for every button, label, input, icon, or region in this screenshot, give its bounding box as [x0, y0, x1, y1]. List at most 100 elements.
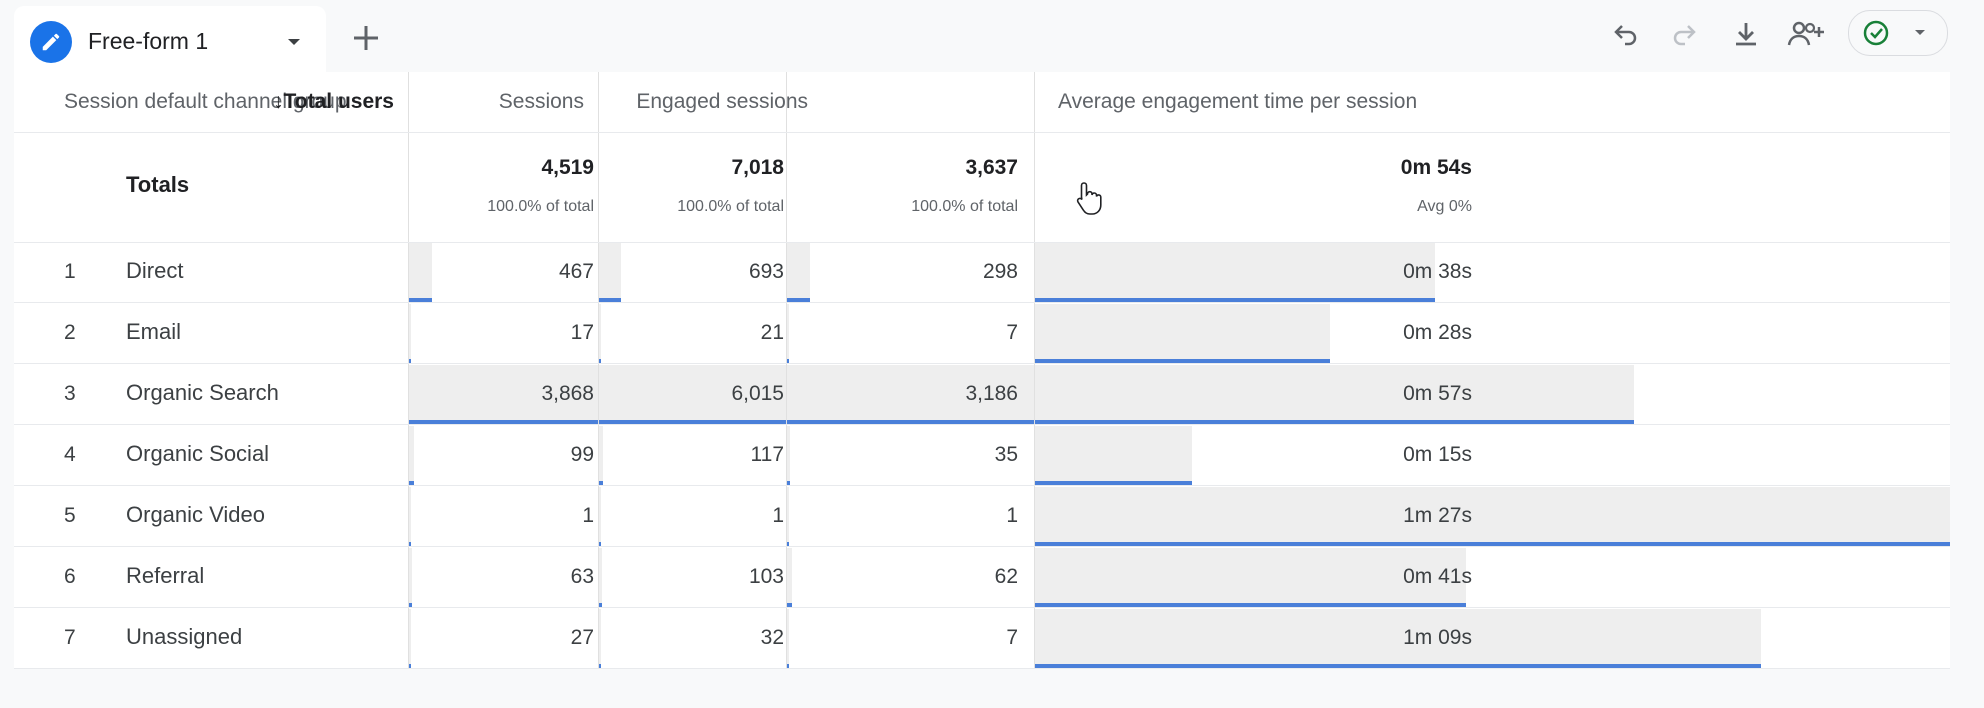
engaged-bar-fill: [787, 426, 790, 481]
row-index: 7: [64, 626, 76, 649]
avgtime-bar-line: [1035, 481, 1192, 485]
engaged-bar-line: [787, 298, 810, 302]
status-check-dropdown[interactable]: [1848, 10, 1948, 56]
table-row[interactable]: 1 Direct 467 693 298 0m 38s: [14, 242, 1950, 303]
engaged-bar-line: [787, 359, 789, 363]
users-bar-line: [409, 664, 411, 668]
engaged-bar-fill: [787, 548, 792, 603]
free-form-table: Session default channel group ↓Total use…: [14, 72, 1950, 669]
cell-avgtime: 0m 57s: [1403, 382, 1472, 405]
tab-caret-down-icon[interactable]: [284, 32, 304, 57]
row-channel-name[interactable]: Unassigned: [126, 624, 243, 649]
cell-users: 27: [570, 626, 594, 649]
row-channel-name[interactable]: Referral: [126, 563, 205, 588]
table-row[interactable]: 3 Organic Search 3,868 6,015 3,186 0m 57s: [14, 364, 1950, 425]
pencil-icon[interactable]: [30, 21, 72, 63]
sessions-bar-fill: [599, 426, 603, 481]
cell-engaged: 62: [994, 565, 1018, 588]
avgtime-bar-fill: [1035, 548, 1466, 603]
cell-avgtime: 1m 09s: [1403, 626, 1472, 649]
users-bar-fill: [409, 487, 411, 542]
avgtime-bar-line: [1035, 359, 1330, 363]
report-tab-bar: Free-form 1: [0, 0, 1984, 72]
engaged-bar-fill: [787, 487, 789, 542]
sessions-bar-fill: [599, 548, 602, 603]
row-channel-name[interactable]: Organic Video: [126, 502, 266, 527]
cell-engaged: 298: [982, 260, 1018, 283]
dimension-column-header[interactable]: Session default channel group: [64, 90, 347, 113]
engaged-bar-fill: [787, 365, 1034, 420]
undo-icon[interactable]: [1606, 14, 1646, 54]
share-users-icon[interactable]: [1786, 14, 1826, 54]
cell-users: 99: [570, 443, 594, 466]
column-header-total-users[interactable]: ↓Total users: [273, 90, 394, 114]
cell-sessions: 32: [760, 626, 784, 649]
avgtime-bar-line: [1035, 542, 1950, 546]
cell-sessions: 103: [748, 565, 784, 588]
engaged-bar-fill: [787, 609, 789, 664]
cell-avgtime: 0m 28s: [1403, 321, 1472, 344]
totals-sessions-sub: 100.0% of total: [677, 198, 784, 215]
users-bar-line: [409, 481, 414, 485]
table-row[interactable]: 7 Unassigned 27 32 7 1m 09s: [14, 608, 1950, 669]
cell-users: 1: [582, 504, 594, 527]
sessions-bar-fill: [599, 609, 601, 664]
column-header-sessions[interactable]: Sessions: [498, 90, 584, 113]
users-bar-fill: [409, 609, 411, 664]
table-row[interactable]: 2 Email 17 21 7 0m 28s: [14, 303, 1950, 364]
sessions-bar-fill: [599, 304, 601, 359]
engaged-bar-line: [787, 664, 789, 668]
sessions-bar-line: [599, 603, 602, 607]
sessions-bar-fill: [599, 365, 786, 420]
tab-free-form-1[interactable]: Free-form 1: [14, 6, 326, 72]
row-channel-name[interactable]: Organic Social: [126, 441, 270, 466]
sessions-bar-line: [599, 542, 601, 546]
cell-sessions: 6,015: [731, 382, 784, 405]
table-row[interactable]: 6 Referral 63 103 62 0m 41s: [14, 547, 1950, 608]
sort-arrow-icon: ↓: [273, 90, 284, 113]
column-header-avg-engagement-time[interactable]: Average engagement time per session: [1058, 90, 1418, 113]
avgtime-bar-fill: [1035, 243, 1435, 298]
column-header-label: Total users: [283, 90, 394, 113]
cell-engaged: 7: [1006, 626, 1018, 649]
engaged-bar-line: [787, 481, 790, 485]
cell-avgtime: 0m 15s: [1403, 443, 1472, 466]
column-header-engaged-sessions[interactable]: Engaged sessions: [636, 90, 808, 113]
cell-avgtime: 1m 27s: [1403, 504, 1472, 527]
download-icon[interactable]: [1726, 14, 1766, 54]
cell-avgtime: 0m 38s: [1403, 260, 1472, 283]
avgtime-bar-line: [1035, 420, 1634, 424]
row-index: 6: [64, 565, 76, 588]
users-bar-line: [409, 603, 412, 607]
table-row[interactable]: 4 Organic Social 99 117 35 0m 15s: [14, 425, 1950, 486]
totals-engaged-sub: 100.0% of total: [911, 198, 1018, 215]
engaged-bar-line: [787, 420, 1034, 424]
cell-engaged: 1: [1006, 504, 1018, 527]
row-channel-name[interactable]: Direct: [126, 258, 184, 283]
users-bar-line: [409, 359, 411, 363]
avgtime-bar-line: [1035, 664, 1761, 668]
cell-users: 3,868: [541, 382, 594, 405]
users-bar-line: [409, 542, 411, 546]
cell-avgtime: 0m 41s: [1403, 565, 1472, 588]
sessions-bar-line: [599, 359, 601, 363]
users-bar-fill: [409, 304, 411, 359]
avgtime-bar-fill: [1035, 487, 1950, 542]
cell-engaged: 7: [1006, 321, 1018, 344]
avgtime-bar-line: [1035, 298, 1435, 302]
users-bar-fill: [409, 426, 414, 481]
table-row[interactable]: 5 Organic Video 1 1 1 1m 27s: [14, 486, 1950, 547]
row-index: 4: [64, 443, 76, 466]
avgtime-bar-fill: [1035, 365, 1634, 420]
engaged-bar-fill: [787, 304, 789, 359]
row-channel-name[interactable]: Organic Search: [126, 380, 279, 405]
engaged-bar-line: [787, 603, 792, 607]
totals-label: Totals: [126, 172, 190, 197]
add-tab-icon[interactable]: [346, 18, 386, 58]
avgtime-bar-line: [1035, 603, 1466, 607]
sessions-bar-fill: [599, 243, 621, 298]
redo-icon[interactable]: [1664, 14, 1704, 54]
row-channel-name[interactable]: Email: [126, 319, 182, 344]
avgtime-bar-fill: [1035, 609, 1761, 664]
totals-users: 4,519: [541, 156, 594, 179]
